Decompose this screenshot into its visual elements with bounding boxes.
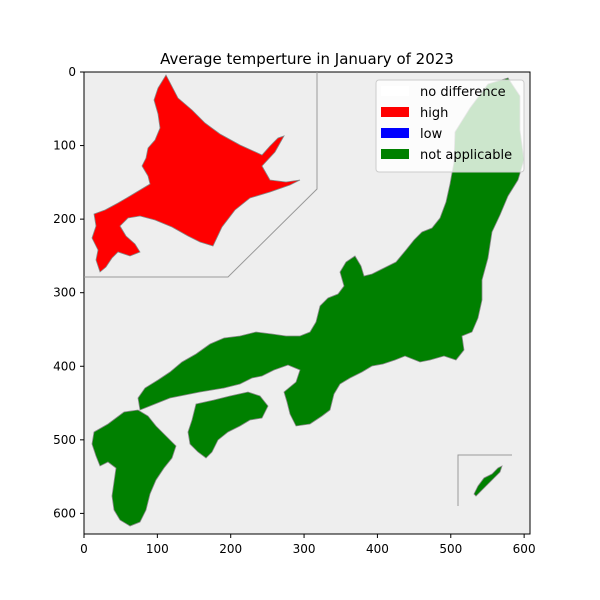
x-tick-label: 100 [146, 542, 169, 556]
region-honshu [137, 77, 525, 427]
okinawa-inset-frame [457, 454, 512, 506]
x-tick-label: 0 [80, 542, 88, 556]
legend-swatch [381, 128, 409, 138]
legend-label: high [420, 106, 448, 121]
chart-title: Average temperture in January of 2023 [160, 50, 454, 68]
x-tick-label: 400 [366, 542, 389, 556]
region-shikoku [187, 391, 269, 459]
legend-box [375, 79, 525, 173]
x-tick-label: 500 [439, 542, 462, 556]
legend-label: not applicable [420, 148, 512, 163]
x-tick-label: 600 [513, 542, 536, 556]
y-tick-label: 300 [53, 286, 76, 300]
x-axis: 0 100 200 300 400 500 600 [80, 534, 536, 556]
map-regions [91, 74, 525, 527]
legend-label: no difference [420, 85, 506, 100]
legend-swatch [381, 149, 409, 159]
y-axis: 0 100 200 300 400 500 600 [53, 65, 84, 520]
region-okinawa [473, 465, 503, 497]
legend-swatch [381, 107, 409, 117]
y-tick-label: 600 [53, 506, 76, 520]
legend-label: low [420, 127, 443, 142]
x-tick-label: 200 [219, 542, 242, 556]
y-tick-label: 100 [53, 139, 76, 153]
x-tick-label: 300 [293, 542, 316, 556]
legend-swatch [381, 86, 409, 96]
y-tick-label: 500 [53, 433, 76, 447]
hokkaido-inset-frame [84, 72, 318, 278]
y-tick-label: 400 [53, 359, 76, 373]
y-tick-label: 0 [68, 65, 76, 79]
region-hokkaido [91, 74, 301, 273]
region-kyushu [91, 409, 177, 527]
legend: no difference high low not applicable [375, 79, 525, 173]
y-tick-label: 200 [53, 212, 76, 226]
